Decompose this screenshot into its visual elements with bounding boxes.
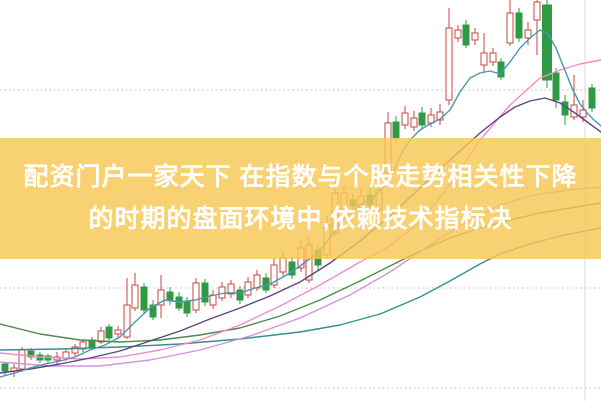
banner-line-2: 的时期的盘面环境中,依赖技术指标决 [88,204,513,233]
ma-pink [0,59,601,360]
overlay-banner: 配资门户一家天下 在指数与个股走势相关性下降 的时期的盘面环境中,依赖技术指标决 [0,138,601,259]
banner-line-1: 配资门户一家天下 在指数与个股走势相关性下降 [23,163,578,192]
